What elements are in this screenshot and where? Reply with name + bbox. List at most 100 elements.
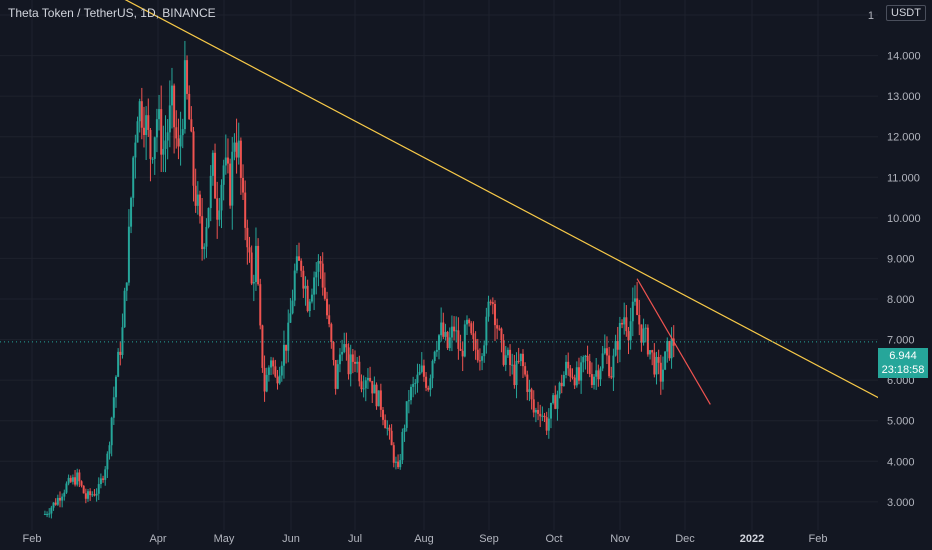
price-tick-label: 9.000 [887,253,915,265]
currency-label[interactable]: USDT [886,5,926,21]
candle-body [347,347,350,375]
candle-body [194,185,197,206]
candle-body [244,192,247,228]
candle-body [173,85,176,128]
candle-body [203,246,206,250]
candle-body [360,381,363,390]
price-tick-label: 4.000 [887,456,915,468]
candle-body [463,324,466,357]
candle-body [50,507,53,514]
candle-body [472,333,475,340]
candle-body [317,261,320,272]
candle-body [485,316,488,346]
candle-body [573,377,576,386]
candle-body [603,348,606,354]
candle-body [166,132,169,141]
candle-body [84,493,87,499]
candle-body [554,395,557,409]
candle-body [664,351,667,370]
candle-body [429,378,432,390]
price-axis[interactable] [878,0,932,530]
candle-body [186,60,189,94]
candle-body [310,294,313,302]
candle-body [345,344,348,348]
candle-body [99,478,102,485]
candle-body [216,198,219,220]
candle-body [412,383,415,387]
time-tick-label: Jul [348,533,362,545]
candle-body [623,317,626,325]
candle-body [524,366,527,375]
candle-body [470,323,473,334]
candle-body [386,427,389,429]
candle-body [640,324,643,343]
candle-body [433,351,436,361]
candle-body [108,445,111,454]
candle-body [153,137,156,159]
candle-body [543,415,546,418]
candle-body [631,301,634,322]
candle-body [394,461,397,463]
price-tick-label: 13.000 [887,91,921,103]
candle-body [138,101,141,122]
candle-body [300,260,303,271]
candle-body [461,350,464,357]
candle-body [289,313,292,323]
candle-body [375,384,378,407]
candle-body [263,367,266,392]
candle-body [547,418,550,431]
candle-body [323,287,326,299]
candle-body [259,284,262,326]
candle-body [192,131,195,186]
candle-body [526,374,529,392]
time-axis[interactable] [0,530,932,550]
candle-body [91,494,94,496]
candle-body [56,497,59,505]
candle-body [577,367,580,381]
candle-body [401,431,404,461]
candle-body [403,427,406,432]
short-term-trendline[interactable] [636,278,711,405]
candle-body [621,322,624,325]
candle-body [487,301,490,317]
candle-body [149,129,152,159]
candle-body [651,350,654,353]
candle-body [237,140,240,158]
candle-body [638,314,641,325]
candle-body [330,324,333,343]
candle-body [160,109,163,155]
time-tick-label: Dec [675,533,695,545]
candle-body [287,322,290,351]
candle-body [657,356,660,363]
candle-body [155,119,158,138]
candle-body [444,331,447,337]
candle-body [248,247,251,253]
candle-body [252,281,255,284]
candle-body [390,430,393,446]
time-tick-label: Nov [610,533,630,545]
price-tick-label: 10.000 [887,213,921,225]
candle-body [265,374,268,392]
candle-body [102,478,105,480]
candle-body [80,481,83,486]
candle-body [416,374,419,383]
candle-body [593,376,596,385]
price-tick-label: 6.000 [887,375,915,387]
candle-body [328,315,331,325]
candle-body [653,352,656,375]
candle-body [500,328,503,341]
candle-body [117,351,120,377]
candle-body [349,354,352,375]
candle-body [616,341,619,350]
candle-body [407,400,410,402]
candle-body [95,493,98,496]
candle-body [164,140,167,149]
candle-body [625,317,628,332]
candle-body [422,365,425,377]
candle-body [496,325,499,329]
resistance-trendline[interactable] [116,0,892,406]
candle-body [293,270,296,301]
candle-body [642,328,645,343]
candle-body [106,453,109,470]
